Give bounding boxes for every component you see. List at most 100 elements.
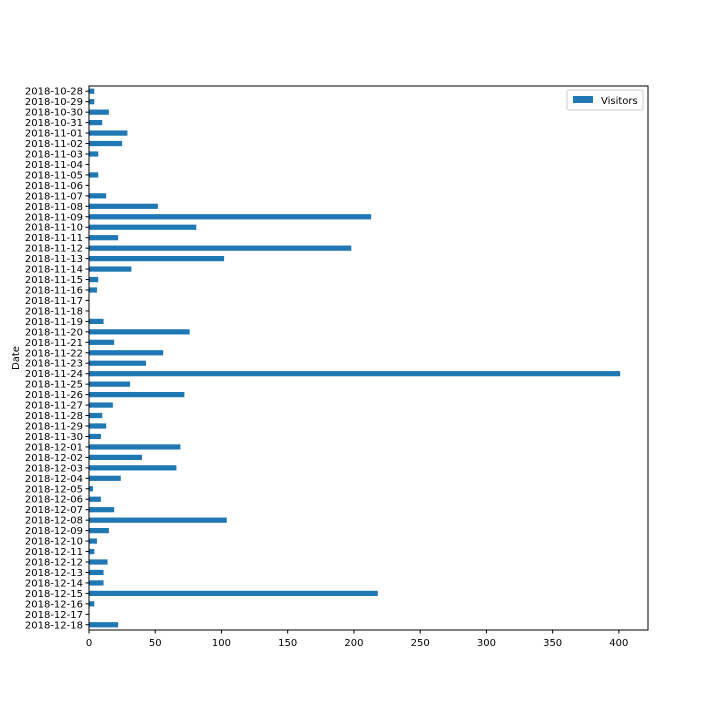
y-tick-label: 2018-11-12 — [25, 244, 83, 255]
bar-2018-11-23 — [89, 360, 146, 366]
y-tick-label: 2018-12-09 — [25, 526, 83, 537]
y-tick-label: 2018-11-04 — [25, 160, 83, 171]
bar-2018-11-26 — [89, 392, 185, 398]
bar-2018-11-10 — [89, 224, 197, 230]
bar-2018-11-01 — [89, 130, 128, 136]
y-tick-label: 2018-11-05 — [25, 170, 83, 181]
x-tick-label: 150 — [278, 638, 297, 649]
bar-2018-12-09 — [89, 528, 109, 534]
bar-2018-12-04 — [89, 475, 121, 481]
bar-2018-12-02 — [89, 454, 142, 460]
bar-2018-12-11 — [89, 548, 95, 555]
y-tick-label: 2018-11-30 — [25, 432, 83, 443]
legend: Visitors — [566, 89, 644, 111]
bar-2018-11-08 — [89, 203, 158, 209]
y-tick-label: 2018-11-20 — [25, 327, 83, 338]
y-tick-label: 2018-11-25 — [25, 380, 83, 391]
y-tick-label: 2018-12-08 — [25, 516, 83, 527]
x-tick-label: 350 — [543, 638, 562, 649]
bar-2018-11-05 — [89, 172, 99, 178]
bar-2018-11-03 — [89, 151, 99, 157]
y-tick-label: 2018-11-08 — [25, 202, 83, 213]
x-tick-label: 200 — [344, 638, 363, 649]
y-tick-label: 2018-12-04 — [25, 474, 83, 485]
y-tick-label: 2018-12-01 — [25, 442, 83, 453]
bar-2018-12-03 — [89, 465, 177, 471]
bar-2018-11-29 — [89, 423, 107, 429]
x-tick-label: 0 — [86, 638, 92, 649]
x-tick-label: 300 — [477, 638, 496, 649]
y-tick-label: 2018-12-13 — [25, 568, 83, 579]
x-tick-label: 400 — [609, 638, 628, 649]
y-tick-label: 2018-11-14 — [25, 265, 83, 276]
y-tick-label: 2018-12-05 — [25, 484, 83, 495]
bar-2018-12-13 — [89, 569, 104, 576]
legend-label: Visitors — [601, 96, 638, 107]
x-axis-ticks: 0 50 100 150 200 250 300 350 400 — [86, 630, 628, 649]
y-tick-label: 2018-11-02 — [25, 139, 83, 150]
bar-2018-10-31 — [89, 120, 103, 126]
bar-2018-11-24 — [89, 371, 621, 377]
y-axis-ticks: 2018-10-282018-10-292018-10-302018-10-31… — [25, 87, 89, 631]
y-tick-label: 2018-12-17 — [25, 610, 83, 621]
bar-2018-11-15 — [89, 276, 99, 283]
y-tick-label: 2018-11-03 — [25, 150, 83, 161]
bar-2018-12-14 — [89, 580, 104, 586]
bar-2018-11-07 — [89, 193, 107, 199]
bar-2018-12-18 — [89, 622, 119, 628]
y-tick-label: 2018-12-03 — [25, 463, 83, 474]
x-tick-label: 100 — [212, 638, 231, 649]
plot-frame — [88, 85, 649, 631]
y-tick-label: 2018-10-30 — [25, 108, 83, 119]
y-tick-label: 2018-11-07 — [25, 191, 83, 202]
y-tick-label: 2018-12-06 — [25, 495, 83, 506]
bar-2018-11-09 — [89, 214, 372, 220]
y-tick-label: 2018-10-29 — [25, 97, 83, 108]
bar-2018-12-12 — [89, 559, 108, 565]
y-tick-label: 2018-11-27 — [25, 401, 83, 412]
y-tick-label: 2018-12-10 — [25, 537, 83, 548]
bar-2018-11-12 — [89, 245, 352, 251]
y-tick-label: 2018-11-17 — [25, 296, 83, 307]
bar-2018-12-05 — [89, 486, 93, 492]
y-tick-label: 2018-11-23 — [25, 359, 83, 370]
y-tick-label: 2018-12-11 — [25, 547, 83, 558]
y-tick-label: 2018-12-18 — [25, 620, 83, 631]
y-tick-label: 2018-12-02 — [25, 453, 83, 464]
y-tick-label: 2018-11-15 — [25, 275, 83, 286]
y-tick-label: 2018-11-18 — [25, 306, 83, 317]
bar-2018-12-10 — [89, 538, 97, 544]
bar-2018-11-20 — [89, 329, 190, 335]
bar-2018-11-27 — [89, 402, 113, 408]
y-tick-label: 2018-11-11 — [25, 233, 83, 244]
legend-swatch — [573, 96, 593, 103]
y-tick-label: 2018-11-24 — [25, 369, 83, 380]
bar-2018-11-14 — [89, 266, 132, 272]
bar-2018-11-11 — [89, 235, 119, 241]
bar-2018-12-16 — [89, 601, 95, 607]
y-tick-label: 2018-12-15 — [25, 589, 83, 600]
y-tick-label: 2018-12-12 — [25, 558, 83, 569]
y-tick-label: 2018-11-10 — [25, 223, 83, 234]
bar-2018-12-07 — [89, 507, 115, 513]
bar-2018-12-01 — [89, 444, 181, 450]
bar-2018-12-08 — [89, 517, 227, 523]
bar-2018-10-30 — [89, 109, 109, 115]
bar-2018-10-28 — [89, 88, 95, 94]
bar-2018-11-28 — [89, 412, 103, 419]
y-tick-label: 2018-11-22 — [25, 348, 83, 359]
bar-2018-11-13 — [89, 256, 225, 262]
bar-2018-12-15 — [89, 590, 378, 596]
y-tick-label: 2018-11-09 — [25, 212, 83, 223]
y-tick-label: 2018-10-28 — [25, 87, 83, 98]
y-tick-label: 2018-10-31 — [25, 118, 83, 129]
y-tick-label: 2018-12-16 — [25, 599, 83, 610]
y-tick-label: 2018-11-01 — [25, 129, 83, 140]
y-tick-label: 2018-11-28 — [25, 411, 83, 422]
y-tick-label: 2018-12-07 — [25, 505, 83, 516]
y-tick-label: 2018-11-29 — [25, 422, 83, 433]
bar-2018-11-02 — [89, 140, 123, 147]
bar-2018-11-16 — [89, 287, 97, 293]
y-tick-label: 2018-11-19 — [25, 317, 83, 328]
